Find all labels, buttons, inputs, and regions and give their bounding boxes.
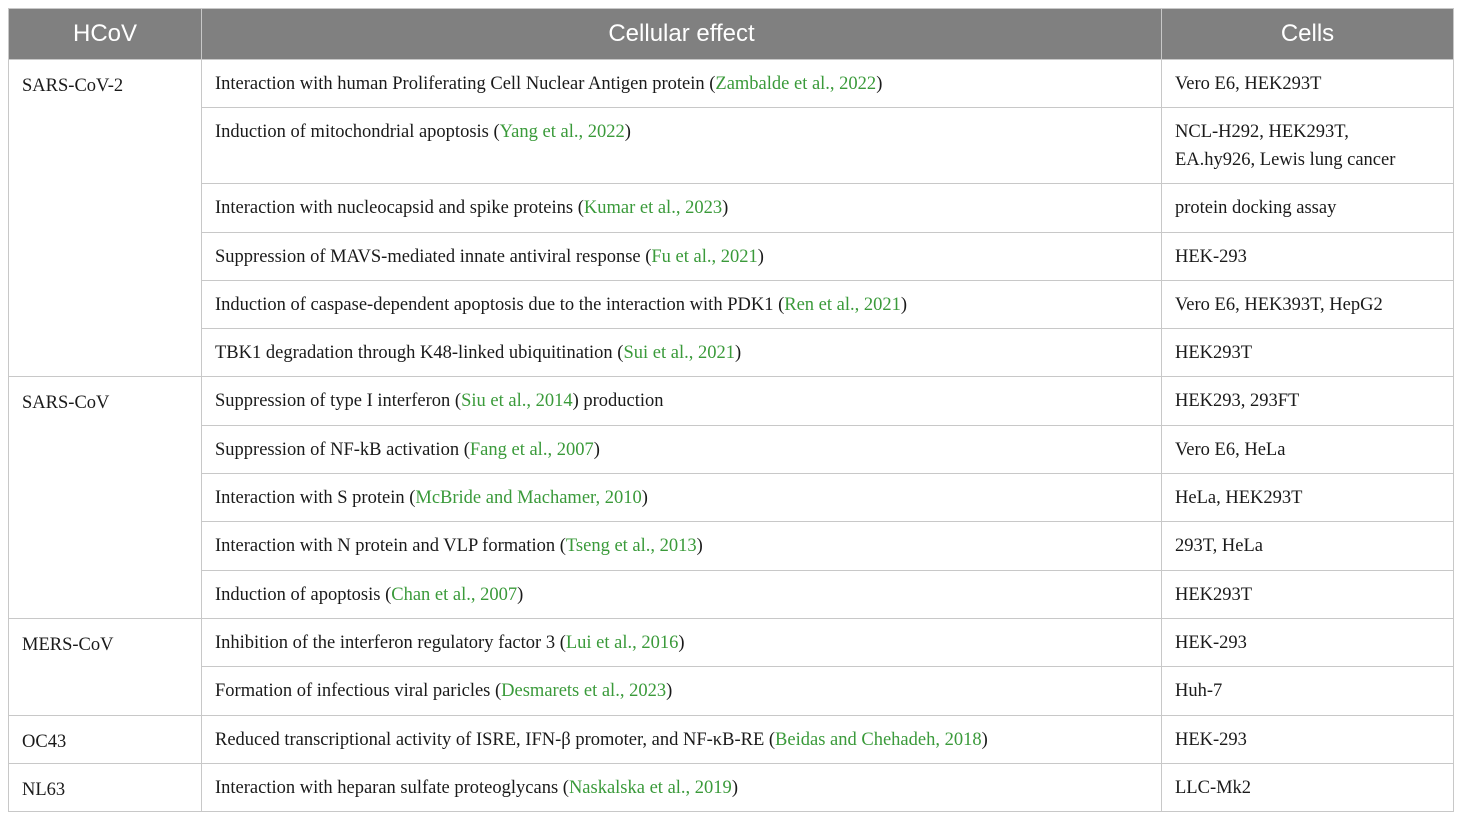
effect-cell: Suppression of type I interferon (Siu et… [201,376,1162,426]
table-row: SARS-CoV-2 Interaction with human Prolif… [8,58,1454,378]
table-row: Suppression of MAVS-mediated innate anti… [9,231,1454,281]
table-row: Formation of infectious viral paricles (… [9,666,1454,716]
citation-link[interactable]: Siu et al., 2014 [461,391,573,412]
cells-cell: 293T, HeLa [1161,521,1454,571]
citation-link[interactable]: McBride and Machamer, 2010 [415,488,642,509]
cells-cell: HEK-293 [1161,231,1454,281]
table-row: Induction of apoptosis (Chan et al., 200… [9,569,1454,619]
effect-cell: Interaction with heparan sulfate proteog… [201,762,1162,813]
hcov-effects-table: HCoV Cellular effect Cells SARS-CoV-2 In… [8,8,1454,813]
table-row: OC43 Reduced transcriptional activity of… [8,714,1454,764]
table-row: Suppression of NF-kB activation (Fang et… [9,424,1454,475]
header-hcov: HCoV [8,8,202,60]
cells-cell: HeLa, HEK293T [1161,473,1454,523]
cells-cell: HEK293T [1161,569,1454,619]
cells-cell: LLC-Mk2 [1161,762,1454,813]
cells-cell: HEK293, 293FT [1161,376,1454,426]
hcov-cell: NL63 [8,762,202,813]
citation-link[interactable]: Tseng et al., 2013 [565,536,697,557]
effect-cell: Interaction with S protein (McBride and … [201,473,1162,523]
table-row: SARS-CoV Suppression of type I interfero… [8,376,1454,619]
effect-cell: Reduced transcriptional activity of ISRE… [201,714,1162,764]
cells-cell: Huh-7 [1161,666,1454,716]
effect-cell: Formation of infectious viral paricles (… [201,666,1162,716]
cells-cell: protein docking assay [1161,183,1454,233]
citation-link[interactable]: Kumar et al., 2023 [583,198,723,219]
table-row: Interaction with N protein and VLP forma… [9,521,1454,571]
citation-link[interactable]: Zambalde et al., 2022 [715,74,877,94]
hcov-cell: MERS-CoV [8,617,202,716]
hcov-cell: SARS-CoV [8,376,202,619]
effect-cell: Interaction with nucleocapsid and spike … [201,183,1162,233]
citation-link[interactable]: Chan et al., 2007 [391,584,518,605]
cells-cell: HEK-293 [1161,617,1454,668]
table-row: NL63 Interaction with heparan sulfate pr… [8,762,1454,813]
table-row: MERS-CoV Inhibition of the interferon re… [8,617,1454,716]
effect-cell: Inhibition of the interferon regulatory … [201,617,1162,668]
table-row: Induction of mitochondrial apoptosis (Ya… [9,107,1454,185]
header-row: HCoV Cellular effect Cells [8,8,1454,60]
table-row: TBK1 degradation through K48-linked ubiq… [9,328,1454,378]
effect-cell: Suppression of NF-kB activation (Fang et… [201,424,1162,475]
cells-cell: HEK-293 [1161,714,1454,764]
effect-cell: Induction of apoptosis (Chan et al., 200… [201,569,1162,619]
table-row: Interaction with S protein (McBride and … [9,473,1454,523]
cells-cell: Vero E6, HEK393T, HepG2 [1161,279,1454,330]
header-cellular-effect: Cellular effect [201,8,1162,60]
citation-link[interactable]: Desmarets et al., 2023 [501,681,667,702]
cells-cell: Vero E6, HeLa [1161,424,1454,475]
effect-cell: Interaction with human Proliferating Cel… [201,58,1162,109]
citation-link[interactable]: Naskalska et al., 2019 [568,777,732,798]
cells-cell: HEK293T [1161,328,1454,378]
cells-cell: NCL-H292, HEK293T, EA.hy926, Lewis lung c… [1161,107,1454,185]
citation-link[interactable]: Lui et al., 2016 [565,632,679,653]
hcov-cell: OC43 [8,714,202,764]
effect-cell: Suppression of MAVS-mediated innate anti… [201,231,1162,281]
citation-link[interactable]: Yang et al., 2022 [499,122,625,143]
hcov-cell: SARS-CoV-2 [8,58,202,378]
citation-link[interactable]: Fu et al., 2021 [651,246,758,267]
effect-cell: Induction of caspase-dependent apoptosis… [201,279,1162,330]
effect-cell: TBK1 degradation through K48-linked ubiq… [201,328,1162,378]
citation-link[interactable]: Sui et al., 2021 [623,343,735,364]
citation-link[interactable]: Fang et al., 2007 [469,439,594,460]
effect-cell: Induction of mitochondrial apoptosis (Ya… [201,107,1162,185]
table-row: Interaction with nucleocapsid and spike … [9,183,1454,233]
header-cells: Cells [1161,8,1454,60]
table-row: Induction of caspase-dependent apoptosis… [9,279,1454,330]
citation-link[interactable]: Beidas and Chehadeh, 2018 [775,729,982,750]
cells-cell: Vero E6, HEK293T [1161,58,1454,109]
citation-link[interactable]: Ren et al., 2021 [784,294,901,315]
effect-cell: Interaction with N protein and VLP forma… [201,521,1162,571]
